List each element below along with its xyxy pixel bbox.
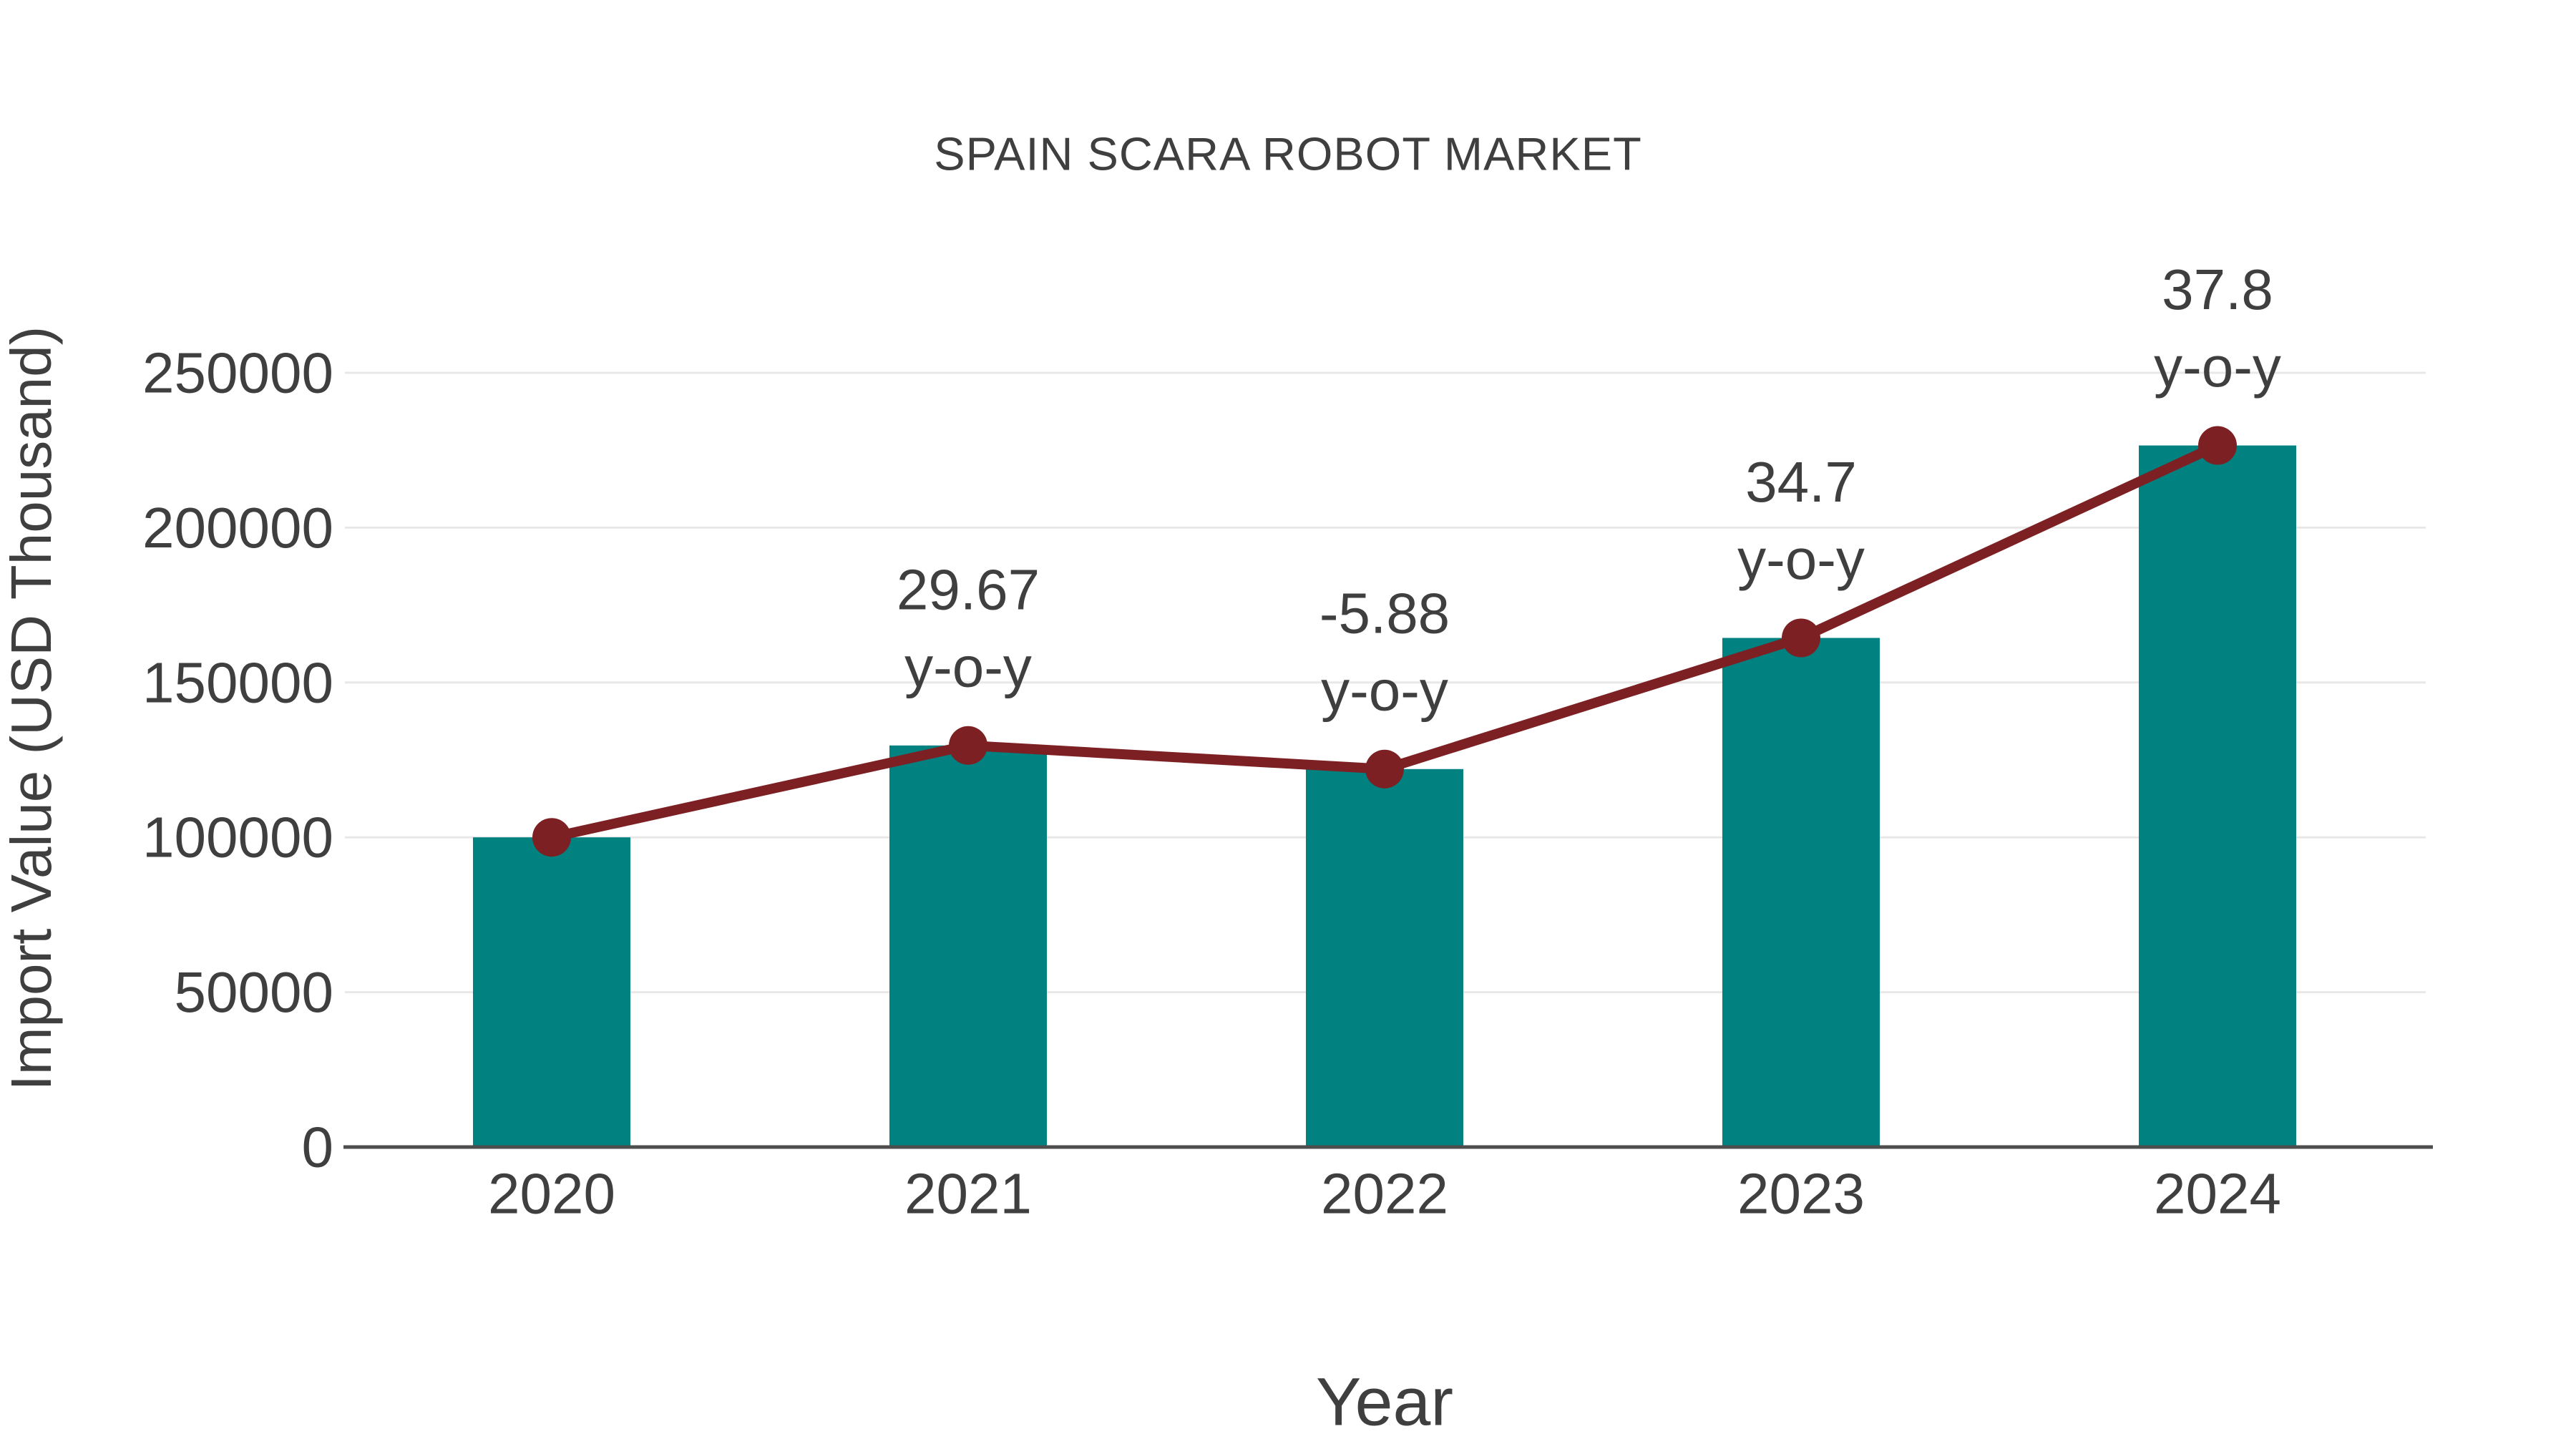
- annotation-2022-value: -5.88: [1319, 581, 1450, 645]
- marker-2024: [2198, 426, 2237, 465]
- marker-2023: [1782, 618, 1820, 658]
- marker-2020: [532, 818, 571, 857]
- y-tick-label-0: 0: [302, 1116, 334, 1179]
- y-tick-label-50000: 50000: [175, 960, 333, 1024]
- annotation-2023-value: 34.7: [1745, 450, 1857, 514]
- annotation-2021-unit: y-o-y: [904, 635, 1032, 698]
- bar-2024: [2139, 445, 2296, 1147]
- annotation-2022-unit: y-o-y: [1321, 658, 1448, 722]
- x-axis-title: Year: [1316, 1364, 1453, 1440]
- y-tick-label-200000: 200000: [142, 496, 333, 560]
- marker-2021: [949, 726, 987, 765]
- bar-2021: [889, 745, 1047, 1147]
- annotation-2024-value: 37.8: [2162, 258, 2273, 321]
- annotation-2023-unit: y-o-y: [1737, 527, 1865, 591]
- x-tick-label-2020: 2020: [488, 1162, 615, 1226]
- bar-2022: [1306, 769, 1463, 1147]
- y-tick-label-150000: 150000: [142, 650, 333, 714]
- x-tick-label-2021: 2021: [904, 1162, 1032, 1226]
- marker-2022: [1365, 749, 1404, 789]
- bar-2023: [1722, 638, 1880, 1147]
- y-tick-label-250000: 250000: [142, 341, 333, 405]
- x-tick-label-2022: 2022: [1321, 1162, 1448, 1226]
- x-tick-label-2024: 2024: [2154, 1162, 2281, 1226]
- chart-title: SPAIN SCARA ROBOT MARKET: [934, 127, 1642, 180]
- x-tick-label-2023: 2023: [1737, 1162, 1865, 1226]
- annotation-2024-unit: y-o-y: [2154, 335, 2281, 399]
- bar-2020: [473, 837, 630, 1147]
- y-tick-label-100000: 100000: [142, 806, 333, 869]
- annotation-2021-value: 29.67: [897, 557, 1040, 621]
